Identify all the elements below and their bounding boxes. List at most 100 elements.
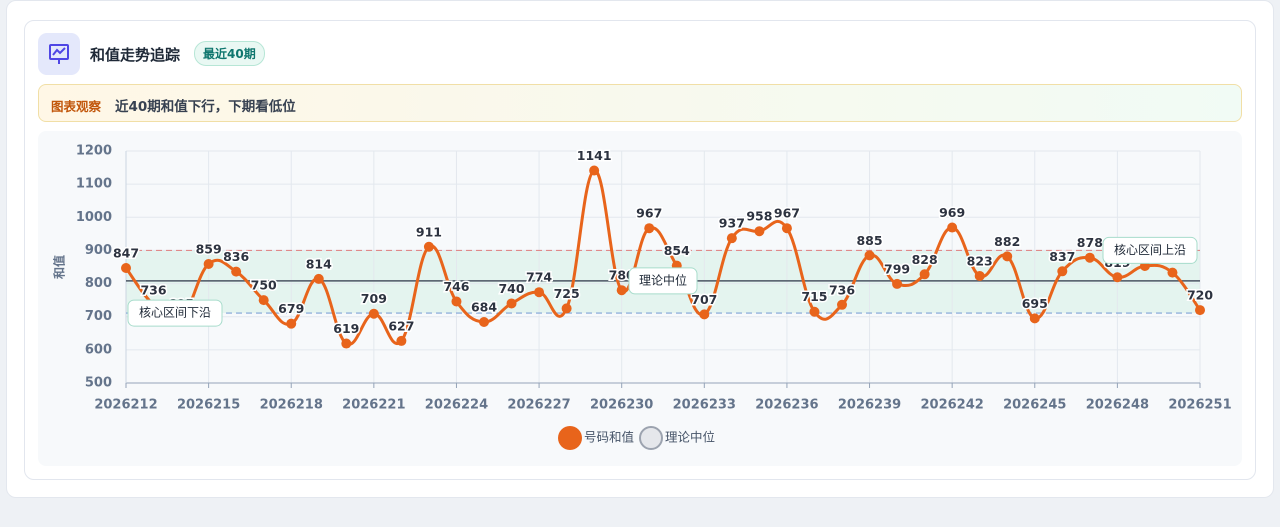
value-label: 885: [856, 233, 882, 248]
y-tick-label: 900: [85, 243, 112, 258]
point: [368, 308, 379, 319]
point: [506, 298, 517, 309]
y-tick-label: 1100: [76, 177, 112, 192]
value-label: 774: [526, 270, 552, 285]
notice: 图表观察 近40期和值下行，下期看低位: [38, 84, 1242, 122]
point: [974, 270, 985, 281]
badge: 最近40期: [194, 41, 265, 66]
notice-tag: 图表观察: [51, 99, 102, 114]
point: [947, 222, 958, 233]
point: [1057, 266, 1068, 277]
point: [1002, 251, 1013, 262]
point: [423, 241, 434, 252]
value-label: 619: [333, 321, 359, 336]
point: [1029, 313, 1040, 324]
x-tick-label: 2026242: [920, 398, 983, 413]
y-tick-label: 700: [85, 309, 112, 324]
value-label: 750: [251, 278, 277, 293]
value-label: 967: [774, 206, 800, 221]
point: [1195, 305, 1205, 316]
value-label: 684: [471, 300, 497, 315]
value-label: 679: [278, 301, 304, 316]
point: [203, 259, 214, 270]
point: [396, 335, 407, 346]
value-label: 736: [140, 282, 166, 297]
value-label: 878: [1077, 235, 1103, 250]
annotation-label: 理论中位: [639, 272, 687, 287]
annotation-box: [127, 299, 223, 327]
point: [479, 317, 489, 328]
annotation: 理论中位: [628, 267, 698, 295]
point: [231, 266, 242, 277]
value-label: 854: [664, 243, 690, 258]
x-tick-label: 2026230: [590, 398, 653, 413]
point: [892, 278, 903, 289]
x-tick-label: 2026212: [94, 398, 157, 413]
point: [286, 318, 297, 329]
point: [121, 262, 131, 273]
value-label: 736: [829, 282, 855, 297]
legend-label: 理论中位: [665, 430, 715, 445]
annotation-label: 核心区间下沿: [139, 306, 211, 320]
point: [919, 269, 930, 280]
annotation: 核心区间上沿: [1102, 236, 1198, 264]
x-tick-label: 2026215: [177, 398, 240, 413]
value-label: 967: [636, 206, 662, 221]
value-label: 740: [498, 281, 524, 296]
y-tick-label: 600: [85, 342, 112, 357]
y-tick-label: 1200: [76, 144, 112, 159]
point: [616, 285, 627, 296]
value-label: 627: [388, 318, 414, 333]
value-label: 937: [719, 216, 745, 231]
notice-text: 近40期和值下行，下期看低位: [115, 99, 296, 115]
point: [313, 273, 324, 284]
x-tick-label: 2026251: [1168, 398, 1231, 413]
value-label: 707: [691, 292, 717, 307]
y-tick-label: 800: [85, 276, 112, 291]
legend-label: 号码和值: [584, 430, 634, 445]
point: [809, 306, 820, 317]
annotation: 核心区间下沿: [127, 299, 223, 327]
x-tick-label: 2026218: [260, 398, 323, 413]
value-label: 823: [967, 253, 993, 268]
point: [561, 303, 572, 314]
legend-swatch: [558, 426, 582, 450]
point: [341, 338, 352, 349]
point: [754, 226, 765, 237]
x-tick-label: 2026239: [838, 398, 901, 413]
x-tick-label: 2026248: [1086, 398, 1149, 413]
point: [451, 296, 462, 307]
value-label: 814: [306, 256, 332, 271]
x-tick-label: 2026233: [673, 398, 736, 413]
point: [864, 250, 875, 261]
point: [726, 233, 737, 244]
point: [589, 165, 600, 176]
value-label: 1141: [577, 148, 612, 163]
x-tick-label: 2026221: [342, 398, 405, 413]
y-tick-label: 1000: [76, 210, 112, 225]
value-label: 715: [801, 289, 827, 304]
point: [1084, 252, 1095, 263]
x-tick-label: 2026224: [425, 398, 488, 413]
point: [644, 223, 655, 234]
value-label: 958: [746, 209, 772, 224]
value-label: 837: [1049, 249, 1075, 264]
point: [1167, 267, 1178, 278]
value-label: 859: [196, 242, 222, 257]
point: [258, 295, 269, 306]
x-tick-label: 2026227: [507, 398, 570, 413]
value-label: 969: [939, 205, 965, 220]
value-label: 720: [1187, 288, 1213, 303]
y-tick-label: 500: [85, 376, 112, 391]
value-label: 709: [361, 291, 387, 306]
title: 和值走势追踪: [90, 46, 181, 64]
icon: [38, 33, 80, 75]
x-tick-label: 2026236: [755, 398, 818, 413]
point: [837, 299, 847, 310]
x-tick-label: 2026245: [1003, 398, 1066, 413]
annotation-box: [1102, 236, 1198, 264]
point: [534, 287, 545, 298]
value-label: 911: [416, 224, 442, 239]
